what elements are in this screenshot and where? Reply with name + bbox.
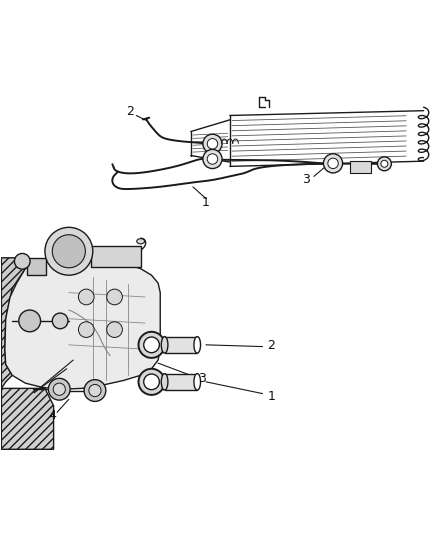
Circle shape [53,383,65,395]
Circle shape [78,289,94,305]
Circle shape [84,379,106,401]
Circle shape [19,310,41,332]
Circle shape [323,154,343,173]
Circle shape [138,369,165,395]
Text: 1: 1 [267,390,275,403]
Circle shape [207,139,218,149]
Ellipse shape [194,336,201,353]
Circle shape [207,154,218,164]
Circle shape [45,228,93,275]
Bar [27,258,46,275]
Bar [165,374,197,390]
Text: 2: 2 [126,106,134,118]
Circle shape [89,384,101,397]
Text: 3: 3 [302,173,310,186]
Bar [91,246,141,266]
Polygon shape [1,258,28,389]
Circle shape [52,313,68,329]
Text: 4: 4 [49,409,57,422]
Ellipse shape [194,374,201,390]
Bar [350,161,371,173]
Ellipse shape [161,336,168,353]
Circle shape [78,322,94,337]
Circle shape [52,235,85,268]
Circle shape [14,254,30,269]
Text: 3: 3 [198,372,205,385]
Circle shape [107,322,122,337]
Circle shape [138,332,165,358]
Ellipse shape [137,239,145,244]
Circle shape [107,289,122,305]
Circle shape [203,149,222,168]
Circle shape [328,158,338,168]
Text: 2: 2 [267,339,275,352]
Circle shape [144,337,159,353]
Circle shape [203,134,222,154]
Circle shape [144,374,159,390]
Circle shape [381,160,388,167]
Bar [165,336,197,353]
Polygon shape [1,389,53,449]
Circle shape [48,378,70,400]
Text: 1: 1 [202,196,210,208]
Polygon shape [5,257,160,389]
Circle shape [378,157,391,171]
Ellipse shape [161,374,168,390]
